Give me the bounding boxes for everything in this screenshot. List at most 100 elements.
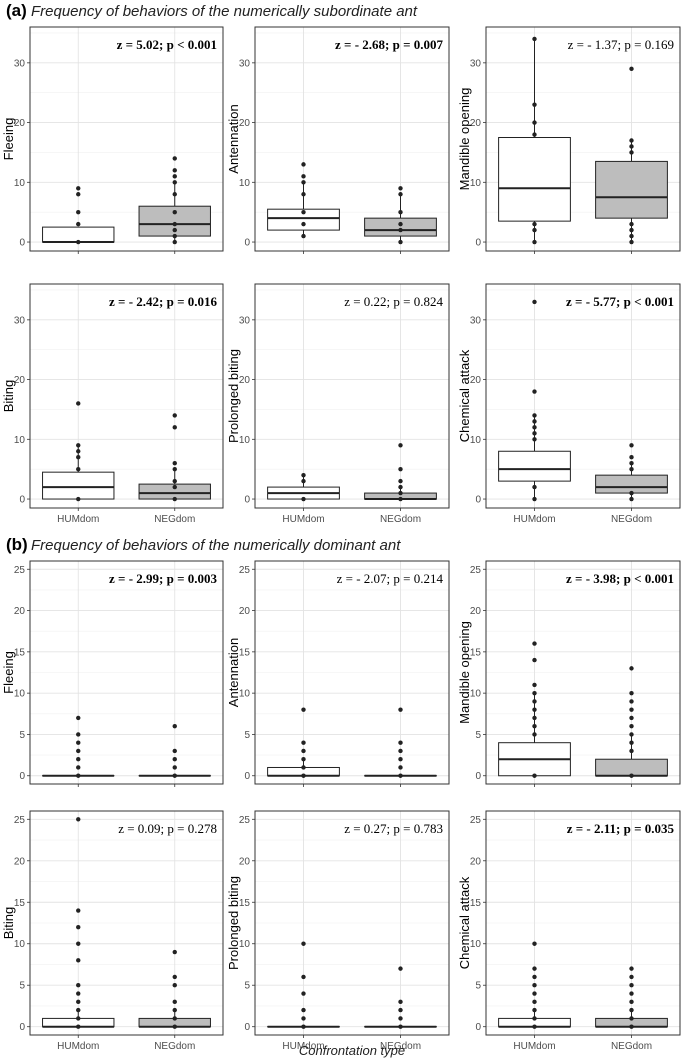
- y-tick-label: 0: [244, 495, 250, 506]
- panel-antennation: 0 10 20 30 Antennation z = - 2.68; p = 0.007: [226, 26, 450, 254]
- section-label: (b): [6, 535, 28, 554]
- data-point: [629, 715, 634, 721]
- data-point: [398, 192, 403, 197]
- data-point: [532, 641, 537, 646]
- x-tick-label: NEGdom: [154, 514, 195, 525]
- data-point: [172, 983, 177, 988]
- y-tick-label: 0: [475, 771, 481, 782]
- data-point: [532, 974, 537, 980]
- x-tick-label: NEGdom: [611, 1041, 652, 1052]
- data-point: [76, 958, 81, 963]
- box-iqr: [267, 208, 340, 231]
- data-point: [629, 490, 634, 496]
- y-axis-label: Prolonged biting: [226, 349, 241, 443]
- y-tick-label: 20: [14, 375, 26, 386]
- panel-border: [29, 26, 224, 252]
- data-point: [76, 999, 81, 1005]
- data-point: [301, 757, 306, 762]
- data-point: [76, 239, 81, 245]
- y-tick-label: 20: [239, 375, 251, 386]
- data-point: [398, 707, 403, 712]
- y-tick-label: 0: [19, 1022, 25, 1033]
- y-tick-label: 15: [239, 647, 251, 658]
- panel-biting: 0 5 10 15 20 25 HUMdom NEGdom Biting z = 0.09; p …: [1, 810, 224, 1052]
- panel-border: [485, 26, 681, 252]
- data-point: [532, 437, 537, 442]
- panel-background: [30, 284, 223, 508]
- stat-annotation: z = - 2.99; p = 0.003: [109, 571, 217, 586]
- box-HUMdom: [42, 715, 115, 778]
- data-point: [76, 983, 81, 988]
- data-point: [532, 690, 537, 696]
- y-tick-label: 25: [470, 565, 482, 576]
- box-NEGdom: [595, 66, 668, 245]
- data-point: [398, 484, 403, 490]
- x-tick-label: HUMdom: [282, 514, 324, 525]
- data-point: [532, 682, 537, 688]
- y-tick-label: 10: [470, 939, 482, 950]
- data-point: [172, 425, 177, 430]
- stat-annotation: z = - 2.07; p = 0.214: [337, 571, 444, 586]
- box-HUMdom: [267, 472, 340, 502]
- stat-annotation: z = - 2.42; p = 0.016: [109, 294, 217, 309]
- data-point: [172, 723, 177, 729]
- box-HUMdom: [498, 36, 571, 245]
- data-point: [629, 227, 634, 233]
- data-point: [172, 974, 177, 980]
- data-point: [76, 401, 81, 406]
- data-point: [301, 707, 306, 712]
- y-tick-label: 5: [475, 730, 481, 741]
- data-point: [629, 443, 634, 448]
- data-point: [301, 180, 306, 185]
- panel-background: [255, 284, 449, 508]
- data-point: [532, 1016, 537, 1021]
- data-point: [76, 455, 81, 460]
- panel-antennation: 0 5 10 15 20 25 Antennation z = - 2.07; p = 0.2…: [226, 560, 450, 787]
- y-tick-label: 20: [470, 375, 482, 386]
- data-point: [172, 765, 177, 770]
- data-point: [532, 715, 537, 721]
- data-point: [532, 941, 537, 946]
- y-tick-label: 30: [14, 315, 26, 326]
- data-point: [629, 1016, 634, 1021]
- y-tick-label: 20: [470, 856, 482, 867]
- x-tick-label: HUMdom: [513, 1041, 555, 1052]
- box-HUMdom: [267, 941, 340, 1029]
- box-iqr: [595, 160, 668, 219]
- stat-annotation: z = 0.09; p = 0.278: [118, 821, 217, 836]
- x-tick-label: NEGdom: [380, 514, 421, 525]
- data-point: [629, 66, 634, 72]
- data-point: [76, 443, 81, 448]
- data-point: [532, 419, 537, 424]
- data-point: [629, 455, 634, 460]
- data-point: [629, 732, 634, 737]
- y-tick-label: 10: [14, 178, 26, 189]
- box-HUMdom: [42, 401, 115, 502]
- data-point: [76, 757, 81, 762]
- data-point: [76, 740, 81, 745]
- data-point: [76, 991, 81, 996]
- panel-border: [485, 283, 681, 509]
- data-point: [398, 490, 403, 496]
- box-HUMdom: [267, 162, 340, 239]
- data-point: [76, 773, 81, 778]
- data-point: [172, 748, 177, 754]
- data-point: [629, 1024, 634, 1029]
- data-point: [76, 748, 81, 754]
- data-point: [76, 192, 81, 197]
- box-NEGdom: [138, 949, 211, 1029]
- data-point: [532, 707, 537, 712]
- box-NEGdom: [364, 443, 437, 502]
- data-point: [76, 715, 81, 721]
- box-NEGdom: [595, 666, 668, 778]
- data-point: [172, 413, 177, 418]
- data-point: [172, 1016, 177, 1021]
- data-point: [301, 233, 306, 239]
- data-point: [301, 174, 306, 179]
- y-tick-label: 5: [244, 730, 250, 741]
- data-point: [172, 168, 177, 173]
- data-point: [301, 765, 306, 770]
- data-point: [532, 221, 537, 227]
- data-point: [301, 496, 306, 502]
- data-point: [172, 233, 177, 239]
